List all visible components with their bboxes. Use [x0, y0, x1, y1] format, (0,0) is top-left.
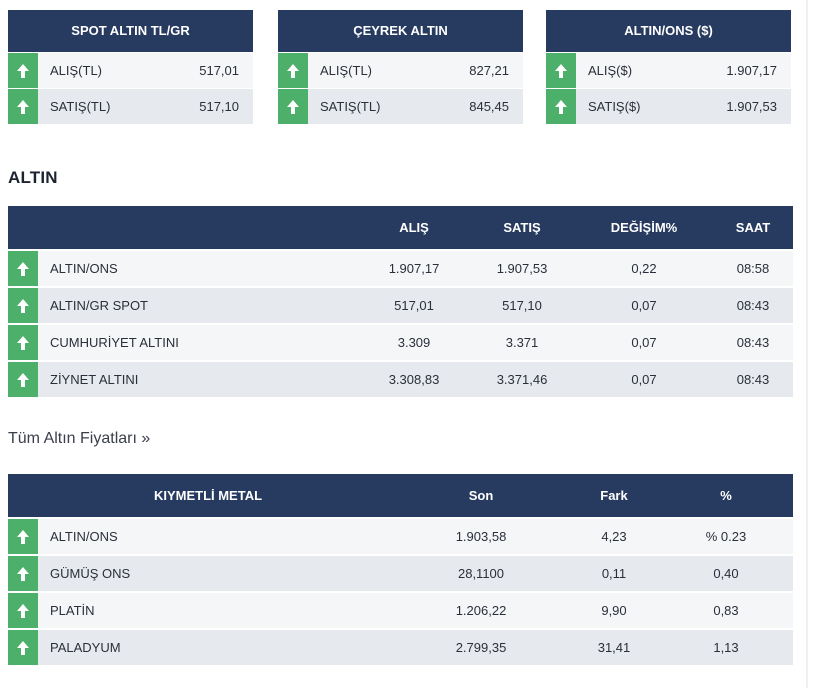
cell-fark: 4,23 — [601, 529, 627, 544]
cell-yuzde: 0,83 — [713, 603, 739, 618]
card-title: SPOT ALTIN TL/GR — [8, 10, 253, 52]
card-row-value: 517,01 — [199, 63, 239, 78]
row-name: PLATİN — [50, 603, 95, 618]
cell-son: 1.903,58 — [455, 529, 507, 544]
col-header-fark: Fark — [600, 488, 628, 503]
cell-degisim: 0,07 — [631, 372, 657, 387]
cell-degisim: 0,22 — [631, 261, 657, 276]
card-spot-altin: SPOT ALTIN TL/GR ALIŞ(TL) 517,01 SATIŞ(T… — [8, 10, 253, 124]
cell-satis: 3.371,46 — [496, 372, 548, 387]
cell-satis: 3.371 — [505, 335, 539, 350]
col-header-metal: KIYMETLİ METAL — [153, 488, 263, 503]
arrow-up-icon — [546, 53, 576, 88]
card-title: ÇEYREK ALTIN — [278, 10, 523, 52]
card-row-value: 1.907,17 — [726, 63, 777, 78]
cell-son: 1.206,22 — [455, 603, 507, 618]
cell-degisim: 0,07 — [631, 298, 657, 313]
cell-satis: 1.907,53 — [496, 261, 548, 276]
cell-yuzde: % 0.23 — [705, 529, 747, 544]
table-row[interactable]: ALTIN/GR SPOT 517,01 517,10 0,07 08:43 — [8, 288, 793, 323]
table-row[interactable]: PLATİN 1.206,22 9,90 0,83 — [8, 593, 793, 628]
card-row-alis: ALIŞ(TL) 517,01 — [8, 53, 253, 88]
metal-table-header: KIYMETLİ METAL Son Fark % — [8, 474, 793, 517]
cell-yuzde: 1,13 — [713, 640, 739, 655]
arrow-up-icon — [8, 519, 38, 554]
col-header-saat: SAAT — [735, 220, 771, 235]
arrow-up-icon — [8, 593, 38, 628]
card-title: ALTIN/ONS ($) — [546, 10, 791, 52]
card-row-alis: ALIŞ(TL) 827,21 — [278, 53, 523, 88]
card-row-label: SATIŞ($) — [588, 99, 641, 114]
row-name: ALTIN/GR SPOT — [50, 298, 148, 313]
table-row[interactable]: ALTIN/ONS 1.907,17 1.907,53 0,22 08:58 — [8, 251, 793, 286]
cell-son: 2.799,35 — [455, 640, 507, 655]
arrow-up-icon — [278, 53, 308, 88]
card-row-value: 827,21 — [469, 63, 509, 78]
cell-saat: 08:43 — [736, 298, 770, 313]
cell-fark: 31,41 — [597, 640, 631, 655]
col-header-degisim: DEĞİŞİM% — [610, 220, 678, 235]
card-row-value: 845,45 — [469, 99, 509, 114]
card-row-value: 517,10 — [199, 99, 239, 114]
cell-alis: 3.309 — [397, 335, 431, 350]
row-name: CUMHURİYET ALTINI — [50, 335, 179, 350]
card-row-label: ALIŞ($) — [588, 63, 633, 78]
arrow-up-icon — [8, 288, 38, 323]
arrow-up-icon — [8, 362, 38, 397]
arrow-up-icon — [8, 251, 38, 286]
card-altin-ons: ALTIN/ONS ($) ALIŞ($) 1.907,17 SATIŞ($) … — [546, 10, 791, 124]
card-row-value: 1.907,53 — [726, 99, 777, 114]
arrow-up-icon — [8, 556, 38, 591]
col-header-alis: ALIŞ — [399, 220, 429, 235]
cell-satis: 517,10 — [502, 298, 542, 313]
row-name: PALADYUM — [50, 640, 121, 655]
card-row-label: SATIŞ(TL) — [320, 99, 381, 114]
col-header-son: Son — [468, 488, 494, 503]
cell-saat: 08:43 — [736, 335, 770, 350]
card-ceyrek-altin: ÇEYREK ALTIN ALIŞ(TL) 827,21 SATIŞ(TL) 8… — [278, 10, 523, 124]
cell-fark: 0,11 — [601, 566, 627, 581]
card-row-satis: SATIŞ(TL) 845,45 — [278, 89, 523, 124]
row-name: GÜMÜŞ ONS — [50, 566, 131, 581]
card-row-alis: ALIŞ($) 1.907,17 — [546, 53, 791, 88]
cell-alis: 1.907,17 — [388, 261, 440, 276]
col-header-yuzde: % — [720, 488, 732, 503]
arrow-up-icon — [278, 89, 308, 124]
right-divider — [806, 0, 808, 688]
arrow-up-icon — [8, 325, 38, 360]
cell-fark: 9,90 — [601, 603, 627, 618]
cell-yuzde: 0,40 — [713, 566, 739, 581]
cell-alis: 517,01 — [394, 298, 434, 313]
cell-saat: 08:43 — [736, 372, 770, 387]
table-row[interactable]: PALADYUM 2.799,35 31,41 1,13 — [8, 630, 793, 665]
arrow-up-icon — [8, 53, 38, 88]
arrow-up-icon — [8, 630, 38, 665]
arrow-up-icon — [546, 89, 576, 124]
card-row-label: ALIŞ(TL) — [320, 63, 373, 78]
cell-alis: 3.308,83 — [388, 372, 440, 387]
all-gold-prices-link[interactable]: Tüm Altın Fiyatları » — [8, 430, 151, 447]
altin-table-header: ALIŞ SATIŞ DEĞİŞİM% SAAT — [8, 206, 793, 249]
table-row[interactable]: CUMHURİYET ALTINI 3.309 3.371 0,07 08:43 — [8, 325, 793, 360]
table-row[interactable]: ALTIN/ONS 1.903,58 4,23 % 0.23 — [8, 519, 793, 554]
card-row-label: SATIŞ(TL) — [50, 99, 111, 114]
card-row-label: ALIŞ(TL) — [50, 63, 103, 78]
card-row-satis: SATIŞ(TL) 517,10 — [8, 89, 253, 124]
arrow-up-icon — [8, 89, 38, 124]
altin-table: ALIŞ SATIŞ DEĞİŞİM% SAAT ALTIN/ONS 1.907… — [8, 206, 793, 397]
table-row[interactable]: GÜMÜŞ ONS 28,1100 0,11 0,40 — [8, 556, 793, 591]
cell-son: 28,1100 — [457, 566, 505, 581]
cell-saat: 08:58 — [736, 261, 770, 276]
table-row[interactable]: ZİYNET ALTINI 3.308,83 3.371,46 0,07 08:… — [8, 362, 793, 397]
row-name: ZİYNET ALTINI — [50, 372, 139, 387]
row-name: ALTIN/ONS — [50, 529, 118, 544]
precious-metal-table: KIYMETLİ METAL Son Fark % ALTIN/ONS 1.90… — [8, 474, 793, 665]
row-name: ALTIN/ONS — [50, 261, 118, 276]
section-title-altin: ALTIN — [8, 168, 58, 187]
col-header-satis: SATIŞ — [503, 220, 541, 235]
card-row-satis: SATIŞ($) 1.907,53 — [546, 89, 791, 124]
cell-degisim: 0,07 — [631, 335, 657, 350]
